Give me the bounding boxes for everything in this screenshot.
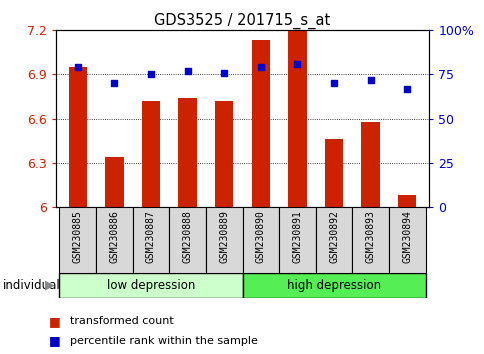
Bar [60, 207, 96, 273]
Bar [361, 121, 379, 207]
Point [293, 61, 301, 67]
Text: GSM230892: GSM230892 [328, 210, 338, 263]
Bar [242, 207, 278, 273]
Bar [324, 139, 343, 207]
Point [330, 80, 337, 86]
Text: ▶: ▶ [45, 279, 55, 292]
Bar [141, 101, 160, 207]
Point [74, 64, 81, 70]
Text: GSM230885: GSM230885 [73, 210, 83, 263]
Text: high depression: high depression [287, 279, 380, 292]
Text: ■: ■ [48, 315, 60, 327]
Text: individual: individual [2, 279, 60, 292]
Text: low depression: low depression [106, 279, 195, 292]
Text: GSM230888: GSM230888 [182, 210, 192, 263]
Point [147, 72, 154, 77]
Title: GDS3525 / 201715_s_at: GDS3525 / 201715_s_at [154, 12, 330, 29]
Bar [178, 98, 197, 207]
Text: GSM230887: GSM230887 [146, 210, 156, 263]
Bar [96, 207, 133, 273]
Bar [60, 273, 242, 298]
Bar [351, 207, 388, 273]
Bar [169, 207, 206, 273]
Bar [251, 40, 270, 207]
Text: GSM230891: GSM230891 [292, 210, 302, 263]
Bar [68, 67, 87, 207]
Point [257, 64, 264, 70]
Text: GSM230889: GSM230889 [219, 210, 229, 263]
Text: GSM230894: GSM230894 [401, 210, 411, 263]
Text: GSM230886: GSM230886 [109, 210, 119, 263]
Point [403, 86, 410, 91]
Text: ■: ■ [48, 334, 60, 347]
Bar [133, 207, 169, 273]
Text: percentile rank within the sample: percentile rank within the sample [70, 336, 257, 346]
Point [220, 70, 227, 75]
Bar [214, 101, 233, 207]
Bar [105, 157, 123, 207]
Bar [242, 273, 424, 298]
Text: transformed count: transformed count [70, 316, 174, 326]
Bar [278, 207, 315, 273]
Bar [287, 30, 306, 207]
Text: GSM230893: GSM230893 [365, 210, 375, 263]
Point [110, 80, 118, 86]
Bar [315, 207, 351, 273]
Text: GSM230890: GSM230890 [255, 210, 265, 263]
Point [183, 68, 191, 74]
Bar [206, 207, 242, 273]
Point [366, 77, 374, 82]
Bar [388, 207, 424, 273]
Bar [397, 195, 416, 207]
